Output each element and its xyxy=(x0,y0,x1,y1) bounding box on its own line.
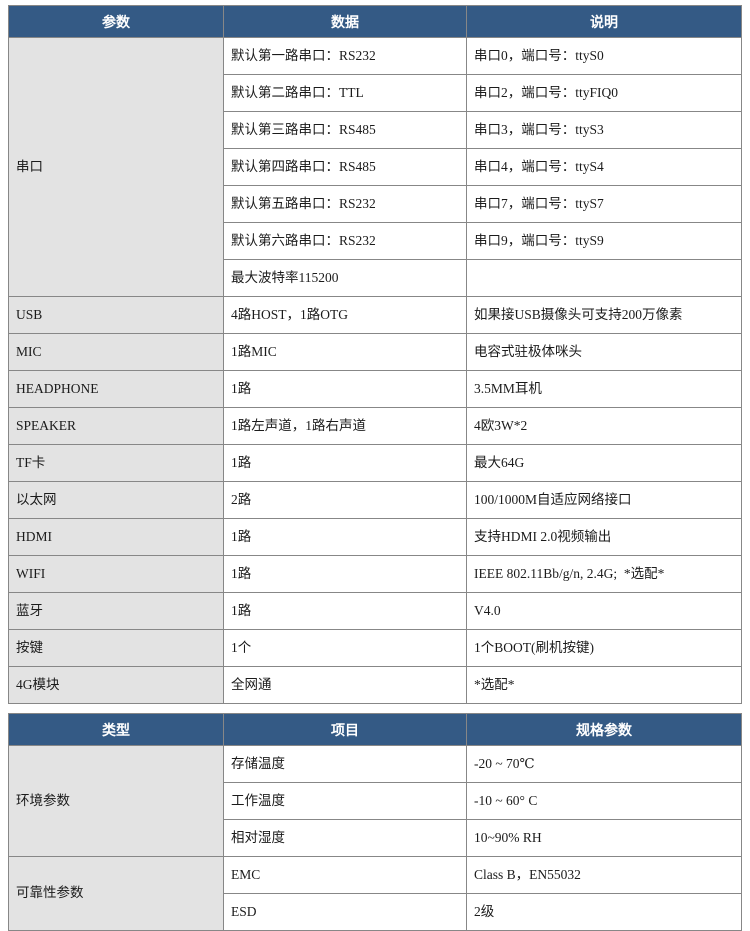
desc-cell: *选配* xyxy=(466,666,742,704)
table-row: 默认第四路串口：RS485 串口4，端口号：ttyS4 xyxy=(9,148,742,186)
desc-cell: V4.0 xyxy=(466,592,742,630)
table-row: 可靠性参数 EMC Class B，EN55032 xyxy=(8,856,742,931)
table-row: 最大波特率115200 xyxy=(9,259,742,297)
data-cell: 4路HOST，1路OTG xyxy=(223,296,467,334)
desc-cell: 4欧3W*2 xyxy=(466,407,742,445)
desc-cell: 串口9，端口号：ttyS9 xyxy=(466,222,742,260)
desc-cell: 串口7，端口号：ttyS7 xyxy=(466,185,742,223)
data-cell: EMC xyxy=(223,856,467,894)
desc-cell: 最大64G xyxy=(466,444,742,482)
table-row: TF卡 1路 最大64G xyxy=(8,444,742,482)
data-cell: 1路 xyxy=(223,592,467,630)
table-row: 蓝牙 1路 V4.0 xyxy=(8,592,742,630)
table-row: 环境参数 存储温度 -20 ~ 70℃ xyxy=(8,745,742,857)
data-cell: 1路 xyxy=(223,555,467,593)
data-cell: 默认第一路串口：RS232 xyxy=(223,37,467,75)
table-row: 默认第五路串口：RS232 串口7，端口号：ttyS7 xyxy=(9,185,742,223)
table-row: 默认第三路串口：RS485 串口3，端口号：ttyS3 xyxy=(9,111,742,149)
table-row: MIC 1路MIC 电容式驻极体咪头 xyxy=(8,333,742,371)
data-cell: 存储温度 xyxy=(223,745,467,783)
desc-cell: 串口3，端口号：ttyS3 xyxy=(466,111,742,149)
desc-cell xyxy=(466,259,742,297)
param-cell: 以太网 xyxy=(8,481,224,519)
param-cell: 环境参数 xyxy=(8,745,224,857)
param-cell: HEADPHONE xyxy=(8,370,224,408)
table-row: 相对湿度 10~90% RH xyxy=(9,819,742,857)
data-cell: 相对湿度 xyxy=(223,819,467,857)
param-cell: 可靠性参数 xyxy=(8,856,224,931)
desc-cell: 电容式驻极体咪头 xyxy=(466,333,742,371)
spec-parameters-table: 类型 项目 规格参数 环境参数 存储温度 -20 ~ 70℃ 工作温度 -10 ~ 60° C… xyxy=(8,713,742,931)
table-gap xyxy=(8,704,742,713)
param-cell: MIC xyxy=(8,333,224,371)
data-cell: 2路 xyxy=(223,481,467,519)
param-cell: SPEAKER xyxy=(8,407,224,445)
desc-cell: Class B，EN55032 xyxy=(466,856,742,894)
header-row: 类型 项目 规格参数 xyxy=(8,713,742,746)
interface-parameters-table: 参数 数据 说明 串口 默认第一路串口：RS232 串口0，端口号：ttyS0 默认第二路串… xyxy=(8,5,742,704)
desc-cell: 10~90% RH xyxy=(466,819,742,857)
data-cell: 默认第二路串口：TTL xyxy=(223,74,467,112)
param-cell: USB xyxy=(8,296,224,334)
param-cell: HDMI xyxy=(8,518,224,556)
data-cell: 1路左声道，1路右声道 xyxy=(223,407,467,445)
data-cell: 1路 xyxy=(223,444,467,482)
table-row: 默认第二路串口：TTL 串口2，端口号：ttyFIQ0 xyxy=(9,74,742,112)
table-row: 默认第六路串口：RS232 串口9，端口号：ttyS9 xyxy=(9,222,742,260)
table-row: WIFI 1路 IEEE 802.11Bb/g/n, 2.4G; *选配* xyxy=(8,555,742,593)
desc-cell: IEEE 802.11Bb/g/n, 2.4G; *选配* xyxy=(466,555,742,593)
param-cell: 4G模块 xyxy=(8,666,224,704)
desc-cell: 支持HDMI 2.0视频输出 xyxy=(466,518,742,556)
desc-cell: 2级 xyxy=(466,893,742,931)
table-row: USB 4路HOST，1路OTG 如果接USB摄像头可支持200万像素 xyxy=(8,296,742,334)
param-cell: 串口 xyxy=(8,37,224,297)
table-row: SPEAKER 1路左声道，1路右声道 4欧3W*2 xyxy=(8,407,742,445)
desc-cell: 1个BOOT(刷机按键) xyxy=(466,629,742,667)
table-row: 按键 1个 1个BOOT(刷机按键) xyxy=(8,629,742,667)
table-row: 以太网 2路 100/1000M自适应网络接口 xyxy=(8,481,742,519)
data-cell: 默认第六路串口：RS232 xyxy=(223,222,467,260)
table-row: HEADPHONE 1路 3.5MM耳机 xyxy=(8,370,742,408)
desc-cell: 串口4，端口号：ttyS4 xyxy=(466,148,742,186)
desc-cell: 串口2，端口号：ttyFIQ0 xyxy=(466,74,742,112)
table-row: 串口 默认第一路串口：RS232 串口0，端口号：ttyS0 xyxy=(8,37,742,297)
param-cell: 蓝牙 xyxy=(8,592,224,630)
desc-cell: 串口0，端口号：ttyS0 xyxy=(466,37,742,75)
data-cell: 最大波特率115200 xyxy=(223,259,467,297)
data-cell: 全网通 xyxy=(223,666,467,704)
desc-cell: -20 ~ 70℃ xyxy=(466,745,742,783)
param-cell: 按键 xyxy=(8,629,224,667)
desc-cell: 3.5MM耳机 xyxy=(466,370,742,408)
header-row: 参数 数据 说明 xyxy=(8,5,742,38)
param-cell: TF卡 xyxy=(8,444,224,482)
table-row: HDMI 1路 支持HDMI 2.0视频输出 xyxy=(8,518,742,556)
column-header: 数据 xyxy=(223,5,467,38)
data-cell: 1个 xyxy=(223,629,467,667)
data-cell: 工作温度 xyxy=(223,782,467,820)
data-cell: 1路MIC xyxy=(223,333,467,371)
column-header: 类型 xyxy=(8,713,224,746)
param-cell: WIFI xyxy=(8,555,224,593)
column-header: 项目 xyxy=(223,713,467,746)
desc-cell: -10 ~ 60° C xyxy=(466,782,742,820)
data-cell: 1路 xyxy=(223,518,467,556)
data-cell: 默认第四路串口：RS485 xyxy=(223,148,467,186)
column-header: 参数 xyxy=(8,5,224,38)
data-cell: 默认第三路串口：RS485 xyxy=(223,111,467,149)
desc-cell: 如果接USB摄像头可支持200万像素 xyxy=(466,296,742,334)
column-header: 规格参数 xyxy=(466,713,742,746)
desc-cell: 100/1000M自适应网络接口 xyxy=(466,481,742,519)
data-cell: 默认第五路串口：RS232 xyxy=(223,185,467,223)
data-cell: 1路 xyxy=(223,370,467,408)
column-header: 说明 xyxy=(466,5,742,38)
table-row: 4G模块 全网通 *选配* xyxy=(8,666,742,704)
data-cell: ESD xyxy=(223,893,467,931)
